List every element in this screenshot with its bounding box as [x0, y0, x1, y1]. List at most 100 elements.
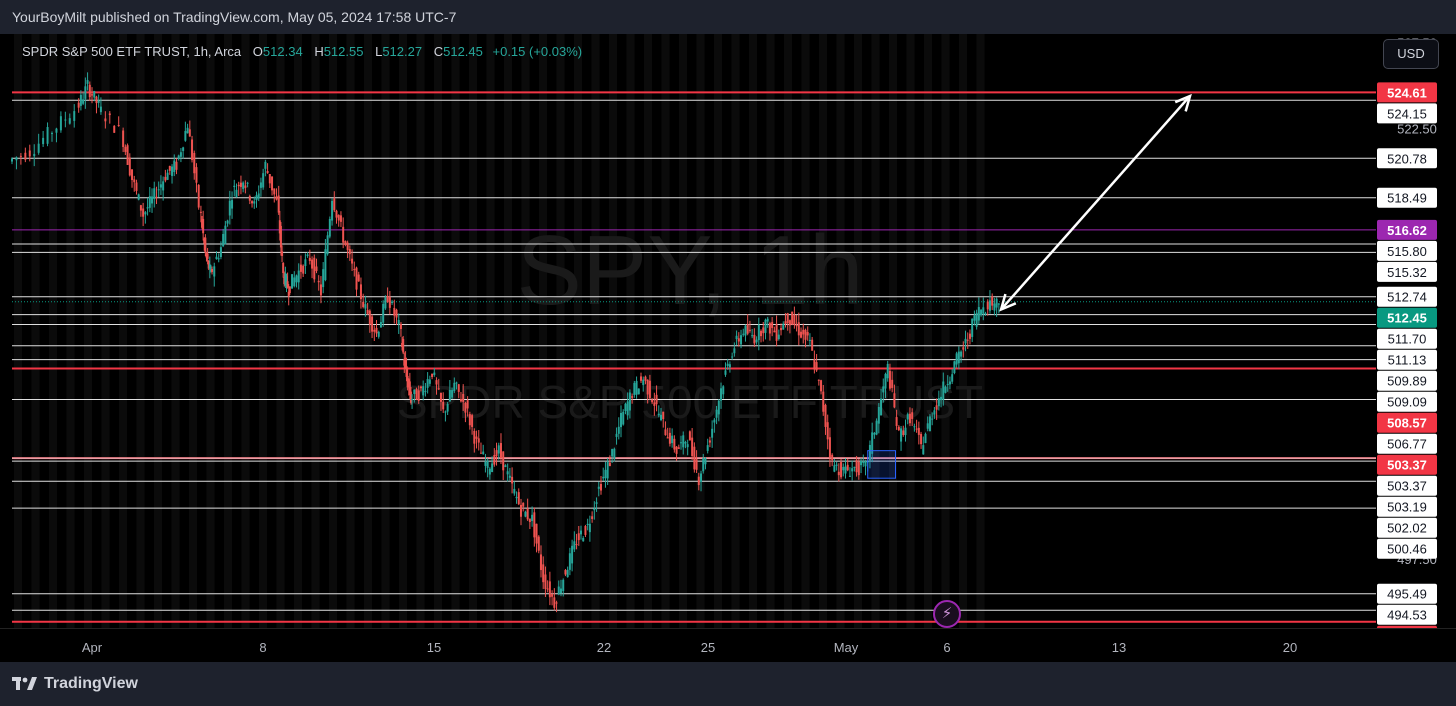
candle-body — [173, 160, 176, 172]
candle-body — [453, 382, 456, 392]
candle-body — [795, 324, 798, 327]
price-label-badge — [1377, 454, 1437, 475]
x-tick-label: 13 — [1112, 640, 1126, 655]
price-label-badge — [1377, 219, 1437, 240]
candle-body — [559, 588, 562, 594]
candle-body — [209, 269, 212, 272]
candle-body — [495, 450, 498, 457]
lightning-icon[interactable]: ⚡ — [933, 600, 961, 628]
candle-body — [986, 301, 989, 310]
candle-body — [282, 262, 285, 274]
candle-body — [668, 432, 671, 444]
session-stripe — [749, 34, 757, 628]
tradingview-brand[interactable]: TradingView — [12, 675, 138, 693]
candle-body — [702, 458, 705, 472]
candle-body — [124, 146, 127, 152]
candle-body — [284, 273, 287, 286]
candle-body — [426, 379, 429, 388]
legend-change: +0.15 (+0.03%) — [492, 44, 583, 59]
candle-body — [653, 402, 656, 406]
candle-body — [733, 348, 736, 354]
candle-body — [84, 86, 87, 99]
session-stripe — [136, 34, 145, 628]
candle-body — [686, 444, 689, 448]
session-stripe — [521, 34, 530, 628]
candle-body — [128, 157, 131, 176]
candle-body — [359, 284, 362, 300]
candle-body — [724, 370, 727, 375]
candle-body — [524, 511, 527, 517]
candle-body — [920, 433, 923, 445]
candle-body — [757, 324, 760, 341]
candle-body — [831, 454, 834, 460]
session-stripe — [311, 34, 320, 628]
candle-body — [928, 416, 931, 432]
price-label-text: 503.37 — [1387, 479, 1427, 494]
candle-body — [59, 116, 62, 131]
candle-body — [339, 215, 342, 222]
candle-body — [122, 130, 125, 148]
candle-body — [728, 364, 731, 368]
candle-body — [28, 150, 31, 157]
candle-body — [355, 267, 358, 290]
candle-body — [539, 554, 542, 571]
candle-body — [446, 404, 449, 412]
price-label-badge — [1377, 517, 1437, 538]
price-label-text: 506.77 — [1387, 437, 1427, 452]
candle-body — [508, 475, 511, 478]
candle-body — [157, 189, 160, 191]
session-stripe — [906, 34, 915, 628]
candle-body — [688, 431, 691, 441]
price-label-badge — [1377, 604, 1437, 625]
candle-body — [984, 313, 987, 315]
candle-body — [459, 399, 462, 402]
projection-arrow-shaft — [1000, 95, 1191, 311]
price-label-badge — [1377, 583, 1437, 604]
candle-body — [231, 200, 234, 209]
price-label-badge — [1377, 82, 1437, 103]
price-label-text: 502.02 — [1387, 521, 1427, 536]
candle-body — [259, 182, 262, 188]
candle-body — [640, 376, 643, 381]
candle-body — [399, 323, 402, 329]
candle-body — [215, 256, 218, 260]
candle-body — [717, 400, 720, 415]
candle-body — [695, 459, 698, 470]
candle-body — [582, 537, 585, 542]
candle-body — [953, 361, 956, 374]
session-stripe — [539, 34, 547, 628]
session-stripe — [381, 34, 390, 628]
candle-body — [362, 301, 365, 308]
candle-body — [139, 205, 142, 211]
candle-body — [657, 413, 660, 416]
candle-body — [306, 254, 309, 257]
session-stripe — [171, 34, 180, 628]
candle-body — [628, 392, 631, 411]
candle-body — [826, 422, 829, 440]
currency-button[interactable]: USD — [1383, 39, 1439, 69]
x-tick-label: May — [834, 640, 859, 655]
candle-body — [646, 379, 649, 395]
candle-body — [281, 251, 284, 256]
legend-symbol: SPDR S&P 500 ETF TRUST, 1h, Arca — [22, 44, 242, 59]
candle-body — [913, 426, 916, 428]
session-stripe — [294, 34, 302, 628]
session-stripe — [154, 34, 162, 628]
session-stripe — [189, 34, 197, 628]
price-chart[interactable]: SPY, 1h SPDR S&P 500 ETF TRUST 527.50522… — [0, 34, 1456, 662]
price-label-badge — [1377, 496, 1437, 517]
candle-body — [448, 389, 451, 402]
candles — [11, 72, 1000, 613]
candle-body — [506, 471, 509, 475]
candle-body — [406, 375, 409, 388]
session-stripe — [591, 34, 600, 628]
candle-body — [675, 446, 678, 454]
candle-body — [700, 473, 703, 482]
candle-body — [848, 475, 851, 477]
candle-body — [531, 514, 534, 521]
session-stripe — [626, 34, 635, 628]
candle-body — [651, 399, 654, 403]
legend-high: 512.55 — [323, 44, 364, 59]
candle-body — [377, 331, 380, 337]
candle-body — [277, 195, 280, 213]
